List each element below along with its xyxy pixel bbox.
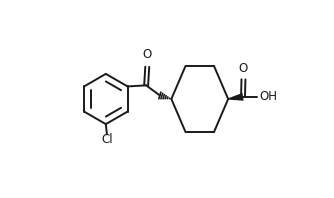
Polygon shape <box>228 93 243 101</box>
Text: O: O <box>239 62 248 74</box>
Text: O: O <box>143 48 152 61</box>
Text: OH: OH <box>260 90 278 103</box>
Text: Cl: Cl <box>101 133 113 146</box>
